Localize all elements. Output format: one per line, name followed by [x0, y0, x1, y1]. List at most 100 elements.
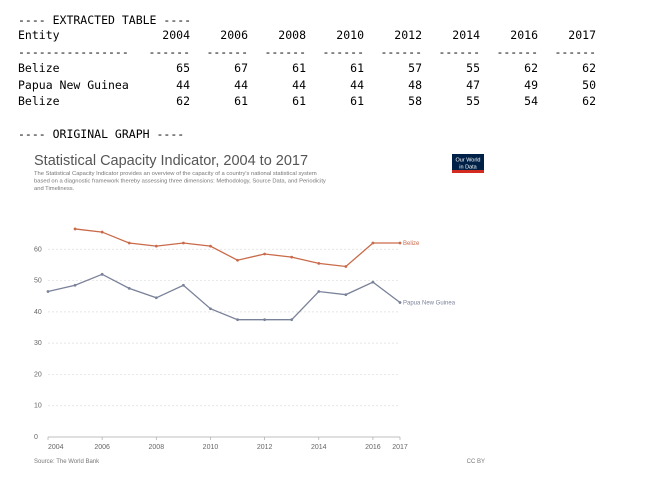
table-cell-value: 2006	[220, 28, 248, 42]
series-papua-new-guinea: Papua New Guinea	[46, 272, 456, 322]
data-point	[181, 241, 185, 245]
y-tick-label: 60	[34, 246, 42, 253]
series-label: Papua New Guinea	[403, 300, 456, 306]
chart-source: Source: The World Bank	[34, 459, 100, 465]
table-cell-value: 44	[350, 77, 364, 92]
table-cell-value: ------	[554, 44, 596, 59]
table-cell-value: 2012	[394, 28, 422, 42]
data-point	[209, 244, 212, 248]
table-cell-entity: Belize	[18, 94, 60, 108]
data-point	[209, 307, 212, 311]
table-cell-value: ------	[380, 44, 422, 59]
subtitle-line: The Statistical Capacity Indicator provi…	[34, 171, 317, 177]
subtitle-line: and Timeliness.	[34, 186, 75, 192]
table-cell-value: 65	[176, 61, 190, 75]
chart-series: Belize Papua New Guinea	[46, 227, 456, 322]
table-cell-value: 62	[582, 61, 596, 75]
table-separator-row: ---------------- ------ ------ ------ ------…	[18, 45, 628, 62]
y-tick-label: 20	[34, 371, 42, 378]
data-point	[236, 318, 239, 322]
table-cell-value: ------	[438, 44, 480, 59]
table-row: Papua New Guinea 44 44 44 44 48 47 49 50	[18, 78, 628, 95]
x-tick-label: 2008	[149, 444, 165, 451]
y-tick-label: 0	[34, 434, 38, 441]
subtitle-line: based on a diagnostic framework thereby …	[34, 179, 326, 185]
table-cell-value: ------	[264, 44, 306, 59]
series-belize: Belize	[73, 227, 420, 268]
x-tick-label: 2006	[94, 444, 110, 451]
table-row: Belize 65 67 61 61 57 55 62 62	[18, 61, 628, 78]
y-tick-label: 50	[34, 278, 42, 285]
table-cell-value: 62	[524, 61, 538, 75]
data-point	[263, 318, 267, 322]
line-chart: Statistical Capacity Indicator, 2004 to …	[34, 153, 485, 465]
data-point	[317, 261, 321, 265]
data-point	[398, 301, 402, 304]
table-cell-value: 67	[234, 61, 248, 75]
y-tick-label: 10	[34, 403, 42, 410]
data-point	[181, 283, 185, 287]
data-point	[236, 258, 239, 262]
table-cell-value: 61	[234, 94, 248, 108]
series-label: Belize	[403, 241, 420, 247]
table-cell-entity: Belize	[18, 61, 60, 75]
x-tick-label: 2016	[365, 444, 381, 451]
chart-license: CC BY	[467, 459, 485, 465]
data-point	[290, 318, 294, 322]
table-cell-value: 61	[350, 61, 364, 75]
table-cell-value: 44	[234, 77, 248, 92]
extracted-table: Entity 2004 2006 2008 2010 2012 2014 2016 2017 --…	[18, 28, 628, 111]
data-point	[73, 227, 77, 231]
data-point	[290, 255, 294, 259]
data-point	[73, 283, 77, 287]
table-cell-value: 62	[582, 94, 596, 108]
table-cell-value: 58	[408, 94, 422, 108]
table-cell-value: ------	[148, 44, 190, 59]
owid-logo: Our World in Data	[452, 154, 484, 173]
svg-text:Our World: Our World	[456, 158, 481, 164]
data-point	[100, 230, 104, 234]
table-cell-value: 57	[408, 61, 422, 75]
table-cell-entity: Entity	[18, 28, 60, 42]
table-cell-value: 61	[350, 94, 364, 108]
table-cell-value: 2010	[336, 28, 364, 42]
table-cell-entity: Papua New Guinea	[18, 77, 129, 92]
data-point	[100, 272, 104, 276]
table-cell-value: 62	[176, 94, 190, 108]
table-cell-value: 2008	[278, 28, 306, 42]
table-cell-value: 50	[582, 77, 596, 92]
series-line	[47, 273, 401, 321]
table-cell-entity: ----------------	[18, 44, 129, 59]
x-axis-ticks: 2004 2006 2008 2010 2012 2014 2016 2017	[47, 437, 408, 451]
chart-title: Statistical Capacity Indicator, 2004 to …	[34, 153, 308, 169]
table-cell-value: 55	[466, 94, 480, 108]
data-point	[371, 280, 375, 284]
table-cell-value: 2014	[452, 28, 480, 42]
table-cell-value: 2004	[162, 28, 190, 42]
table-cell-value: 44	[176, 77, 190, 92]
y-tick-label: 30	[34, 340, 42, 347]
table-cell-value: 55	[466, 61, 480, 75]
table-row: Belize 62 61 61 61 58 55 54 62	[18, 94, 628, 111]
x-tick-label: 2012	[257, 444, 273, 451]
table-cell-value: 2016	[510, 28, 538, 42]
y-tick-label: 40	[34, 309, 42, 316]
chart-grid	[48, 248, 400, 438]
data-point	[371, 241, 375, 245]
table-cell-value: 47	[466, 77, 480, 92]
data-point	[154, 296, 158, 300]
x-tick-label: 2014	[311, 444, 327, 451]
table-cell-value: 61	[292, 94, 306, 108]
table-header: ---- EXTRACTED TABLE ----	[18, 13, 192, 27]
data-point	[46, 290, 50, 293]
chart-subtitle: The Statistical Capacity Indicator provi…	[34, 171, 326, 192]
data-point	[127, 286, 131, 290]
table-cell-value: 54	[524, 94, 538, 108]
table-cell-value: 48	[408, 77, 422, 92]
table-cell-value: ------	[206, 44, 248, 59]
table-cell-value: 61	[292, 61, 306, 75]
table-header-row: Entity 2004 2006 2008 2010 2012 2014 2016 2017	[18, 28, 628, 45]
y-axis-ticks: 0 10 20 30 40 50 60	[34, 246, 42, 441]
x-tick-label: 2004	[48, 444, 64, 451]
graph-header: ---- ORIGINAL GRAPH ----	[18, 127, 185, 141]
